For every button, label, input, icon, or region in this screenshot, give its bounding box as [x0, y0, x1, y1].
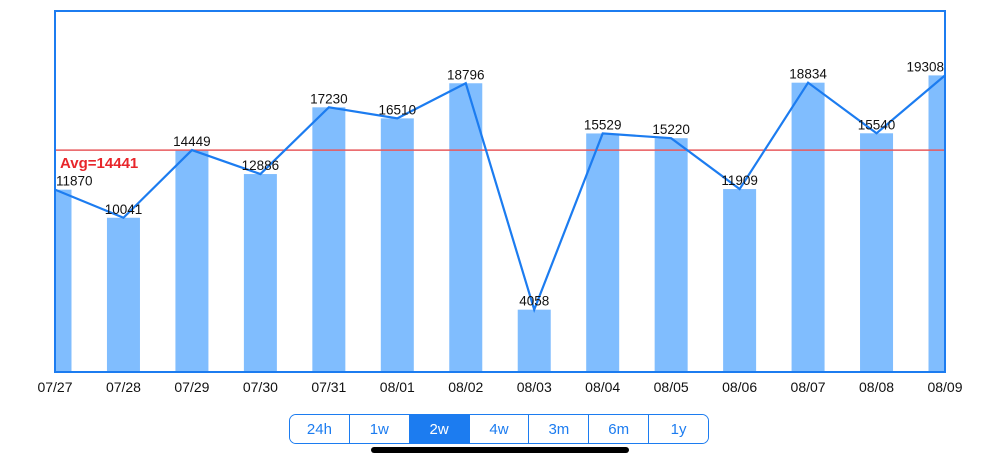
range-button-1w[interactable]: 1w — [348, 415, 409, 443]
x-tick-07-29: 07/29 — [174, 379, 209, 395]
x-tick-08-06: 08/06 — [722, 379, 757, 395]
bars — [55, 75, 945, 372]
x-tick-08-03: 08/03 — [517, 379, 552, 395]
value-label-08-05: 15220 — [652, 122, 690, 137]
x-tick-08-01: 08/01 — [380, 379, 415, 395]
bar-07-30 — [243, 174, 277, 372]
x-tick-07-27: 07/27 — [37, 379, 72, 395]
range-button-2w[interactable]: 2w — [408, 415, 469, 443]
value-label-08-03: 4058 — [519, 294, 549, 309]
range-button-24h[interactable]: 24h — [290, 415, 349, 443]
x-axis-ticks: 07/27 07/28 07/29 07/30 07/31 08/01 08/02 08/03… — [37, 379, 962, 395]
bar-08-03 — [517, 309, 551, 372]
value-label-08-04: 15529 — [584, 117, 622, 132]
plot-frame — [54, 10, 946, 373]
home-indicator — [371, 447, 629, 453]
time-range-selector: 24h 1w 2w 4w 3m 6m 1y — [289, 414, 709, 444]
chart: Avg=14441 11870 10041 14449 12886 17230 16510… — [37, 10, 963, 395]
bar-08-02 — [449, 83, 483, 372]
trend-line-group — [54, 74, 946, 314]
x-tick-08-09: 08/09 — [927, 379, 962, 395]
bar-08-04 — [586, 133, 620, 372]
bar-07-27 — [55, 189, 72, 372]
value-label-08-06: 11909 — [721, 173, 758, 188]
bar-07-28 — [106, 217, 140, 372]
x-tick-07-30: 07/30 — [243, 379, 278, 395]
value-label-07-30: 12886 — [242, 158, 280, 173]
x-tick-08-08: 08/08 — [859, 379, 894, 395]
x-tick-07-28: 07/28 — [106, 379, 141, 395]
average-line-group: Avg=14441 — [55, 149, 945, 172]
bar-08-07 — [791, 82, 825, 372]
bar-07-31 — [312, 107, 346, 372]
range-button-1y[interactable]: 1y — [648, 415, 708, 443]
value-label-07-31: 17230 — [310, 91, 348, 106]
bar-07-29 — [175, 150, 209, 372]
value-label-08-09: 19308 — [906, 59, 944, 74]
bar-08-01 — [380, 118, 414, 372]
x-tick-08-05: 08/05 — [654, 379, 689, 395]
bar-08-06 — [723, 189, 757, 372]
value-label-08-02: 18796 — [447, 67, 485, 82]
value-label-07-27: 11870 — [56, 174, 93, 189]
range-button-6m[interactable]: 6m — [588, 415, 649, 443]
x-tick-08-07: 08/07 — [791, 379, 826, 395]
value-label-07-28: 10041 — [105, 202, 143, 217]
value-label-08-07: 18834 — [789, 67, 827, 82]
x-tick-07-31: 07/31 — [311, 379, 346, 395]
x-tick-08-04: 08/04 — [585, 379, 620, 395]
range-button-3m[interactable]: 3m — [528, 415, 589, 443]
value-label-08-08: 15540 — [858, 117, 896, 132]
x-tick-08-02: 08/02 — [448, 379, 483, 395]
value-label-08-01: 16510 — [379, 102, 417, 117]
value-labels: 11870 10041 14449 12886 17230 16510 18796 4058 1… — [56, 59, 944, 308]
bar-08-08 — [860, 133, 894, 372]
value-label-07-29: 14449 — [173, 134, 211, 149]
range-button-4w[interactable]: 4w — [468, 415, 529, 443]
trend-line — [54, 74, 946, 314]
average-label: Avg=14441 — [60, 155, 138, 172]
bar-08-05 — [654, 138, 688, 372]
